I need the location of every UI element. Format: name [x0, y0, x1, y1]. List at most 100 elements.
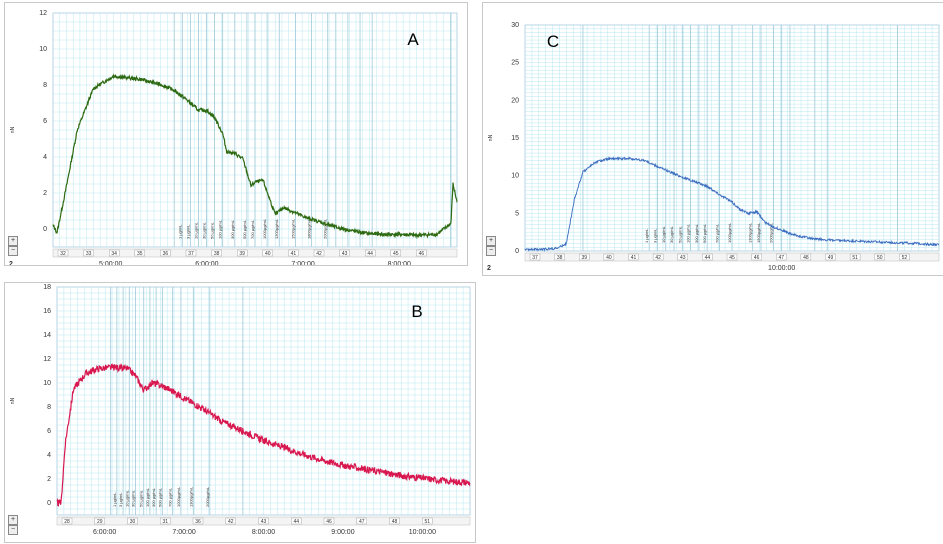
event-number-box: [825, 253, 836, 261]
event-number: 51: [424, 519, 430, 525]
event-number-box: [288, 249, 299, 257]
zoom-in-button-c[interactable]: +: [486, 236, 496, 246]
concentration-label: 50 µg/mL: [139, 489, 144, 507]
concentration-label: 50 µg/mL: [210, 221, 215, 239]
panel-letter: B: [411, 302, 422, 321]
event-number-box: [108, 249, 120, 257]
y-tick-label: 12: [39, 10, 47, 17]
x-tick-label: 9:00:00: [331, 529, 354, 536]
event-number: 43: [680, 255, 686, 261]
zoom-out-button-b[interactable]: −: [8, 525, 18, 535]
y-tick-label: 15: [511, 135, 519, 142]
x-tick-label: 7:00:00: [291, 261, 314, 265]
zoom-in-button-a[interactable]: +: [8, 236, 18, 246]
event-number: 44: [367, 251, 373, 257]
event-number-box: [390, 249, 401, 257]
concentration-label: 2000µg/mL: [323, 218, 328, 239]
event-number: 32: [60, 251, 66, 257]
event-number-box: [291, 517, 302, 525]
y-tick-label: 14: [43, 332, 51, 339]
concentration-label: 10 µg/mL: [124, 489, 129, 507]
event-number-box: [339, 249, 350, 257]
zoom-out-button-a[interactable]: −: [8, 246, 18, 256]
event-number-box: [800, 253, 812, 261]
event-number: 41: [631, 255, 637, 261]
event-number: 34: [111, 251, 117, 257]
event-number-box: [365, 249, 376, 257]
data-series-line: [52, 73, 458, 240]
event-number-box: [702, 253, 713, 261]
event-number: 30: [130, 519, 136, 525]
concentration-label: 300 µg/mL: [151, 487, 156, 507]
event-number: 51: [852, 255, 858, 261]
event-number-box: [422, 517, 433, 525]
event-number-box: [652, 253, 664, 261]
event-number: 35: [137, 251, 143, 257]
event-number-box: [554, 253, 565, 261]
y-tick-label: 20: [511, 97, 519, 104]
concentration-label: 1000µg/mL: [727, 222, 732, 243]
event-number-box: [323, 517, 335, 525]
event-number: 46: [754, 255, 760, 261]
chart-panel-a: 0 2 4 6 8 10 12 nN 1 µg/mL 3 µg/mL 10 µg/mL 30 µg/m…: [4, 2, 468, 266]
zoom-out-button-c[interactable]: −: [486, 246, 496, 256]
y-tick-label: 0: [515, 248, 519, 255]
y-tick-label: 25: [511, 60, 519, 67]
bottom-left-label: 2: [9, 261, 13, 265]
event-number: 38: [557, 255, 563, 261]
concentration-label: 1000µg/mL: [262, 218, 267, 239]
event-number-box: [579, 253, 590, 261]
event-number-box: [628, 253, 639, 261]
event-number: 52: [902, 255, 908, 261]
event-number: 38: [214, 251, 220, 257]
y-axis-label: nN: [488, 134, 494, 141]
y-tick-label: 10: [39, 46, 47, 53]
event-number-box: [258, 517, 269, 525]
event-number: 36: [195, 519, 201, 525]
event-number: 42: [316, 251, 322, 257]
concentration-label: 500 µg/mL: [702, 223, 707, 243]
concentration-label: 30 µg/mL: [130, 489, 135, 507]
x-tick-label: 6:00:00: [195, 261, 218, 265]
y-tick-label: 8: [47, 404, 51, 411]
concentration-label: 1 µg/mL: [644, 228, 649, 243]
x-tick-label: 6:00:00: [93, 529, 116, 536]
concentration-label: 700 µg/mL: [715, 223, 720, 243]
event-number: 37: [188, 251, 194, 257]
x-tick-label: 8:00:00: [388, 261, 411, 265]
panel-letter: C: [547, 32, 559, 51]
data-series-line: [524, 156, 940, 253]
event-number: 40: [606, 255, 612, 261]
chart-panel-c: 0 5 10 15 20 25 30 nN 1 µg/mL 3 µg/mL 10 µg/mL 30 µ…: [482, 2, 943, 276]
y-tick-label: 10: [43, 380, 51, 387]
event-number: 39: [581, 255, 587, 261]
concentration-label: 1500µg/mL: [290, 218, 295, 239]
data-series-line: [56, 363, 471, 507]
event-number-box: [57, 249, 69, 257]
event-number-box: [776, 253, 787, 261]
y-tick-label: 12: [43, 356, 51, 363]
concentration-label: 700 µg/mL: [168, 487, 173, 507]
concentration-label: 10 µg/mL: [661, 225, 666, 243]
panel-letter: A: [407, 30, 419, 49]
concentration-label: 3 µg/mL: [118, 492, 123, 507]
y-tick-label: 0: [47, 500, 51, 507]
concentration-label: 300 µg/mL: [230, 219, 235, 239]
event-number-box: [160, 517, 171, 525]
y-tick-label: 18: [43, 284, 51, 291]
event-number-box: [849, 253, 861, 261]
concentration-label: 100 µg/mL: [686, 223, 691, 243]
y-tick-label: 10: [511, 173, 519, 180]
y-tick-label: 2: [43, 190, 47, 197]
event-number-box: [726, 253, 738, 261]
y-tick-label: 6: [47, 428, 51, 435]
event-number-box: [192, 517, 204, 525]
event-number: 47: [778, 255, 784, 261]
event-number-box: [94, 517, 105, 525]
event-number: 44: [293, 519, 299, 525]
event-number-box: [236, 249, 248, 257]
y-tick-label: 30: [511, 22, 519, 29]
zoom-in-button-b[interactable]: +: [8, 515, 18, 525]
concentration-label: 1 µg/mL: [112, 492, 117, 507]
